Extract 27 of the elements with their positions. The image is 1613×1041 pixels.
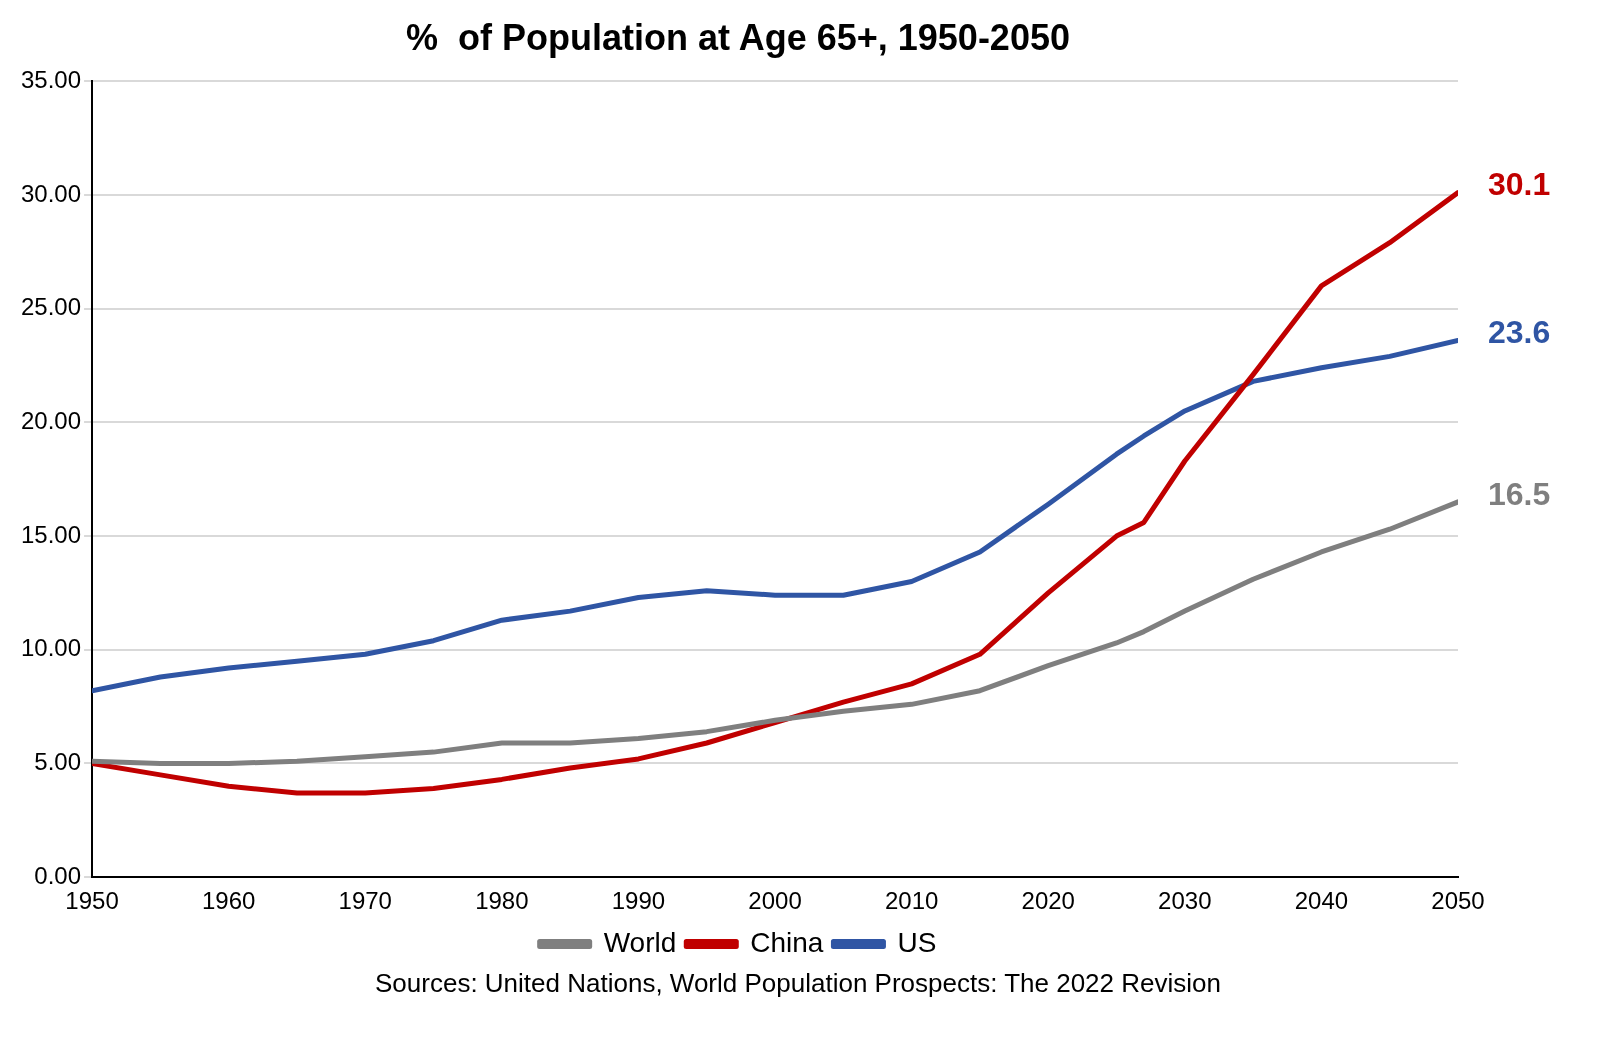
data-label: 16.5 xyxy=(1488,475,1551,512)
x-tick-label: 1970 xyxy=(338,887,392,915)
y-tick-label: 35.00 xyxy=(21,65,82,93)
x-tick-label: 2030 xyxy=(1158,887,1212,915)
x-tick-label: 1990 xyxy=(611,887,666,915)
y-tick-label: 0.00 xyxy=(34,861,82,889)
x-tick-label: 2020 xyxy=(1021,887,1075,915)
chart-title: % of Population at Age 65+, 1950-2050 xyxy=(406,16,1070,58)
y-tick-label: 20.00 xyxy=(21,406,82,434)
x-tick-label: 1980 xyxy=(475,887,529,915)
legend-label: China xyxy=(750,926,824,958)
x-tick-label: 1960 xyxy=(201,887,256,915)
data-label: 30.1 xyxy=(1488,166,1551,203)
y-tick-label: 10.00 xyxy=(21,634,82,662)
y-tick-label: 5.00 xyxy=(34,748,82,776)
legend-label: World xyxy=(603,926,677,958)
x-tick-label: 2040 xyxy=(1294,887,1349,915)
x-tick-label: 2010 xyxy=(884,887,939,915)
data-label: 23.6 xyxy=(1488,314,1551,351)
y-tick-label: 30.00 xyxy=(21,179,82,207)
source-note: Sources: United Nations, World Population Prospects: The 2022 Revision xyxy=(374,968,1222,999)
x-tick-label: 2000 xyxy=(748,887,802,915)
y-tick-label: 15.00 xyxy=(21,520,82,548)
legend-label: US xyxy=(897,926,937,958)
y-tick-label: 25.00 xyxy=(21,293,82,321)
x-tick-label: 2050 xyxy=(1431,887,1485,915)
x-tick-label: 1950 xyxy=(65,887,119,915)
